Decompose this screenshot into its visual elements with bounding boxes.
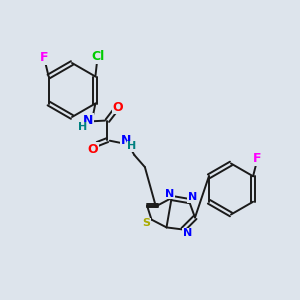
Text: N: N xyxy=(166,189,175,199)
Text: H: H xyxy=(128,141,136,151)
Text: N: N xyxy=(183,228,192,239)
Text: N: N xyxy=(121,134,131,147)
Text: O: O xyxy=(88,142,98,156)
Text: O: O xyxy=(112,100,123,114)
Text: F: F xyxy=(40,51,48,64)
Text: Cl: Cl xyxy=(92,50,105,64)
Text: F: F xyxy=(253,152,262,165)
Text: N: N xyxy=(188,192,197,203)
Text: H: H xyxy=(78,122,87,133)
Text: S: S xyxy=(142,218,150,228)
Text: N: N xyxy=(83,114,93,127)
